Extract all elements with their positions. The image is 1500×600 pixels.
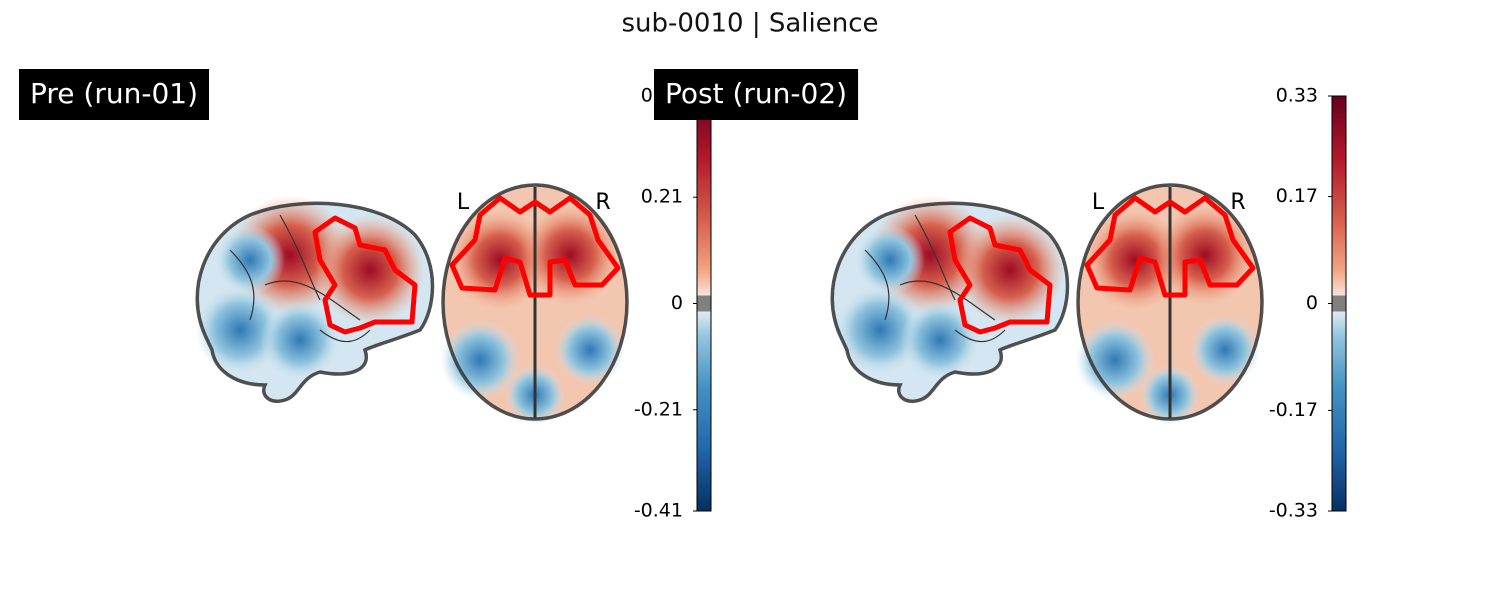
activation-blob [440, 320, 520, 400]
network-contour [947, 215, 1053, 335]
colorbar-tick-label: 0 [1306, 292, 1318, 314]
sulcus [864, 249, 890, 321]
sagittal-view [830, 195, 1070, 403]
activation-blob [555, 315, 625, 385]
brain-outline [195, 201, 435, 403]
sulcus [279, 214, 321, 301]
colorbar-tick-label: -0.17 [1269, 399, 1318, 421]
sulcus [264, 280, 361, 321]
activation-blob [1190, 315, 1260, 385]
panel-label-box [654, 69, 859, 120]
sulcus [319, 329, 371, 343]
colorbar-tick-label: -0.41 [634, 500, 683, 522]
threshold-band [1332, 295, 1346, 312]
colorbar-tick-label: 0.33 [1276, 85, 1318, 107]
activation-blob [215, 225, 285, 295]
orientation-label: R [595, 190, 610, 215]
brain-outline [441, 183, 629, 421]
brain-outline [830, 201, 1070, 403]
colorbar-tick-label: 0.21 [641, 186, 683, 208]
network-contour [312, 215, 418, 335]
figure-title: sub-0010 | Salience [621, 9, 878, 39]
activation-blob [900, 300, 980, 380]
sulcus [229, 249, 255, 321]
activation-blob [855, 225, 925, 295]
brain-outline [1076, 183, 1264, 421]
network-contour [449, 195, 621, 298]
panel-label: Post (run-02) [665, 77, 847, 110]
activation-blob [315, 215, 425, 325]
activation-blob [1075, 320, 1155, 400]
activation-blob [955, 215, 1065, 325]
sulcus [954, 329, 1006, 343]
sulcus [914, 214, 956, 301]
panel: Post (run-02) L R -0.33 -0.17 0 0.17 0.33 [654, 69, 1347, 522]
axial-view [440, 183, 629, 425]
colorbar-tick-label: -0.21 [634, 398, 683, 420]
sulcus [899, 280, 996, 321]
orientation-label: L [457, 190, 470, 215]
threshold-band [697, 295, 711, 312]
colorbar-tick-label: 0.17 [1276, 185, 1318, 207]
axial-view [1075, 183, 1264, 425]
orientation-label: L [1092, 190, 1105, 215]
panel-label-box [19, 69, 209, 120]
colorbar-tick-label: 0 [671, 292, 683, 314]
panel-label: Pre (run-01) [30, 77, 198, 110]
colorbar-tick-label: -0.33 [1269, 500, 1318, 522]
sagittal-view [195, 195, 435, 403]
activation-blob [260, 300, 340, 380]
orientation-label: R [1230, 190, 1245, 215]
network-contour [1084, 195, 1256, 298]
